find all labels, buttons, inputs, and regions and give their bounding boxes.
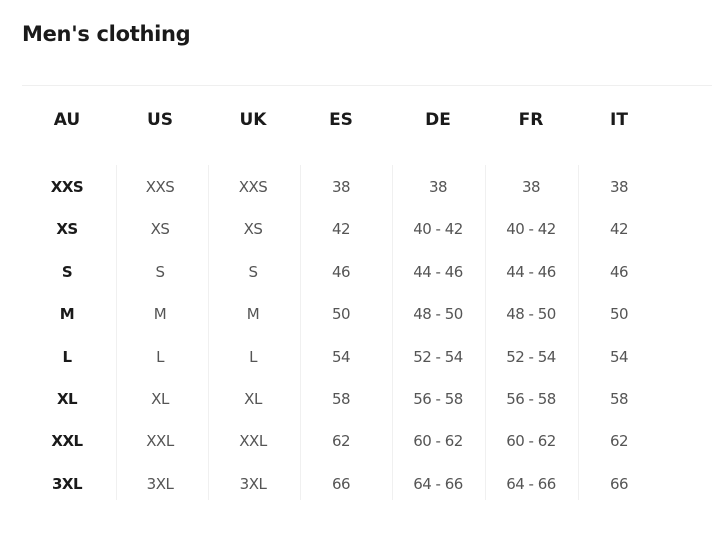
column-separator — [485, 165, 486, 500]
table-cell: 3XL — [239, 474, 267, 493]
table-cell: 56 - 58 — [413, 390, 463, 408]
column-separator — [116, 165, 117, 500]
column-header: IT — [610, 110, 628, 130]
table-cell: 50 — [331, 305, 351, 324]
column-header: DE — [425, 110, 451, 130]
table-cell: 38 — [331, 178, 351, 196]
table-cell: XS — [56, 220, 78, 239]
table-cell: 62 — [609, 432, 629, 451]
table-cell: 62 — [331, 432, 351, 451]
column-separator — [578, 165, 579, 500]
table-cell: 42 — [331, 220, 351, 239]
column-header: US — [146, 110, 174, 130]
table-cell: L — [62, 347, 72, 366]
table-cell: XL — [56, 390, 78, 408]
table-cell: XXS — [238, 178, 268, 196]
table-cell: 66 — [609, 474, 629, 493]
page-title: Men's clothing — [22, 22, 191, 46]
table-cell: XXL — [51, 432, 83, 451]
table-cell: 42 — [609, 220, 629, 239]
table-cell: L — [249, 347, 257, 366]
table-cell: XS — [150, 220, 170, 239]
table-cell: S — [248, 262, 258, 281]
table-cell: 3XL — [146, 474, 174, 493]
table-cell: 60 - 62 — [413, 432, 463, 451]
table-cell: 38 — [428, 178, 448, 196]
table-cell: XXS — [145, 178, 175, 196]
column-header: AU — [53, 110, 81, 130]
table-cell: XXL — [146, 432, 174, 451]
column-header: FR — [518, 110, 544, 130]
table-cell: 48 - 50 — [506, 305, 556, 324]
table-cell: XXS — [50, 178, 84, 196]
column-separator — [300, 165, 301, 500]
table-cell: 3XL — [51, 474, 83, 493]
table-cell: M — [59, 305, 75, 324]
table-cell: 58 — [609, 390, 629, 408]
table-cell: M — [246, 305, 260, 324]
table-cell: 44 - 46 — [413, 262, 463, 281]
table-cell: 52 - 54 — [506, 347, 556, 366]
table-cell: 58 — [331, 390, 351, 408]
table-cell: 50 — [609, 305, 629, 324]
table-cell: 46 — [331, 262, 351, 281]
table-cell: 40 - 42 — [413, 220, 463, 239]
table-cell: 54 — [331, 347, 351, 366]
table-cell: 40 - 42 — [506, 220, 556, 239]
table-cell: 56 - 58 — [506, 390, 556, 408]
table-cell: 38 — [521, 178, 541, 196]
table-cell: 54 — [609, 347, 629, 366]
table-cell: 38 — [609, 178, 629, 196]
column-header: ES — [329, 110, 353, 130]
table-cell: XL — [244, 390, 262, 408]
table-cell: L — [156, 347, 164, 366]
table-cell: 46 — [609, 262, 629, 281]
table-cell: 48 - 50 — [413, 305, 463, 324]
column-separator — [208, 165, 209, 500]
table-cell: XXL — [239, 432, 267, 451]
table-cell: XL — [151, 390, 169, 408]
table-cell: 60 - 62 — [506, 432, 556, 451]
table-cell: 66 — [331, 474, 351, 493]
column-separator — [392, 165, 393, 500]
table-cell: 44 - 46 — [506, 262, 556, 281]
table-cell: 64 - 66 — [506, 474, 556, 493]
column-header: UK — [239, 110, 267, 130]
divider — [22, 85, 712, 86]
table-cell: 52 - 54 — [413, 347, 463, 366]
table-cell: XS — [243, 220, 263, 239]
table-cell: S — [155, 262, 165, 281]
table-cell: M — [153, 305, 167, 324]
table-cell: S — [61, 262, 73, 281]
table-cell: 64 - 66 — [413, 474, 463, 493]
